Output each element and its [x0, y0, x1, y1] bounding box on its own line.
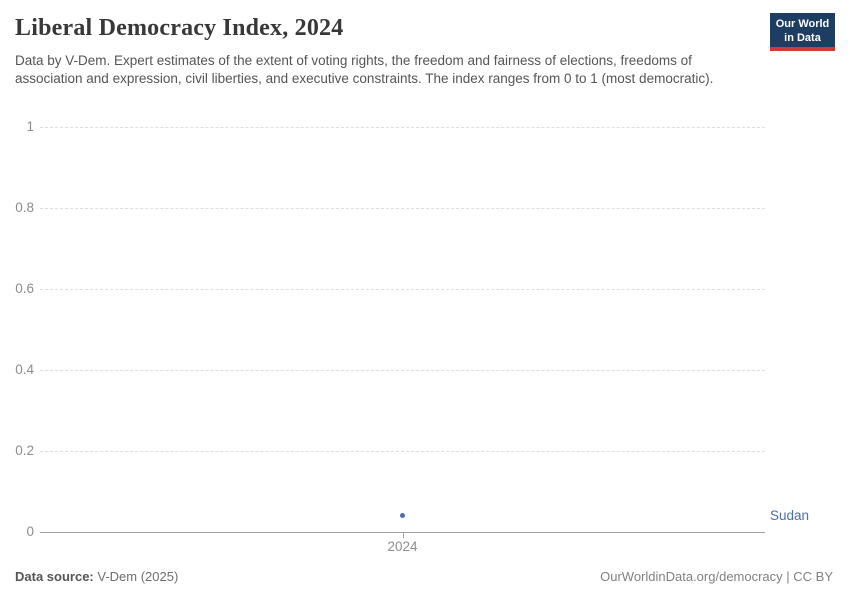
entity-label-sudan[interactable]: Sudan — [770, 507, 810, 523]
data-point-sudan[interactable] — [400, 513, 405, 519]
footer-link[interactable]: OurWorldinData.org/democracy | CC BY — [600, 569, 833, 584]
gridline — [40, 289, 765, 290]
chart-subtitle: Data by V-Dem. Expert estimates of the e… — [15, 53, 714, 86]
x-axis-tick — [402, 533, 404, 538]
owid-logo-line2: in Data — [784, 31, 821, 44]
x-axis-line — [40, 532, 765, 533]
y-axis-tick-label: 0.6 — [15, 281, 34, 296]
data-source-label: Data source: — [15, 569, 94, 584]
gridline — [40, 370, 765, 371]
x-axis-tick-label: 2024 — [387, 539, 418, 554]
gridline — [40, 127, 765, 128]
page-title: Liberal Democracy Index, 2024 — [15, 15, 344, 41]
y-axis-tick-label: 0.2 — [15, 443, 34, 458]
gridline — [40, 208, 765, 209]
owid-logo-line1: Our World — [775, 18, 830, 30]
y-axis-tick-label: 1 — [26, 119, 34, 134]
owid-logo[interactable]: Our World in Data — [770, 13, 835, 51]
y-axis-tick-label: 0.4 — [15, 362, 34, 377]
data-source-value: V-Dem (2025) — [93, 569, 179, 584]
y-axis-tick-label: 0.8 — [15, 200, 34, 215]
data-source-note: Data source: V-Dem (2025) — [15, 569, 178, 584]
y-axis-tick-label: 0 — [26, 524, 34, 539]
chart-footer: Data source: V-Dem (2025) OurWorldinData… — [15, 569, 833, 584]
gridline — [40, 451, 765, 452]
